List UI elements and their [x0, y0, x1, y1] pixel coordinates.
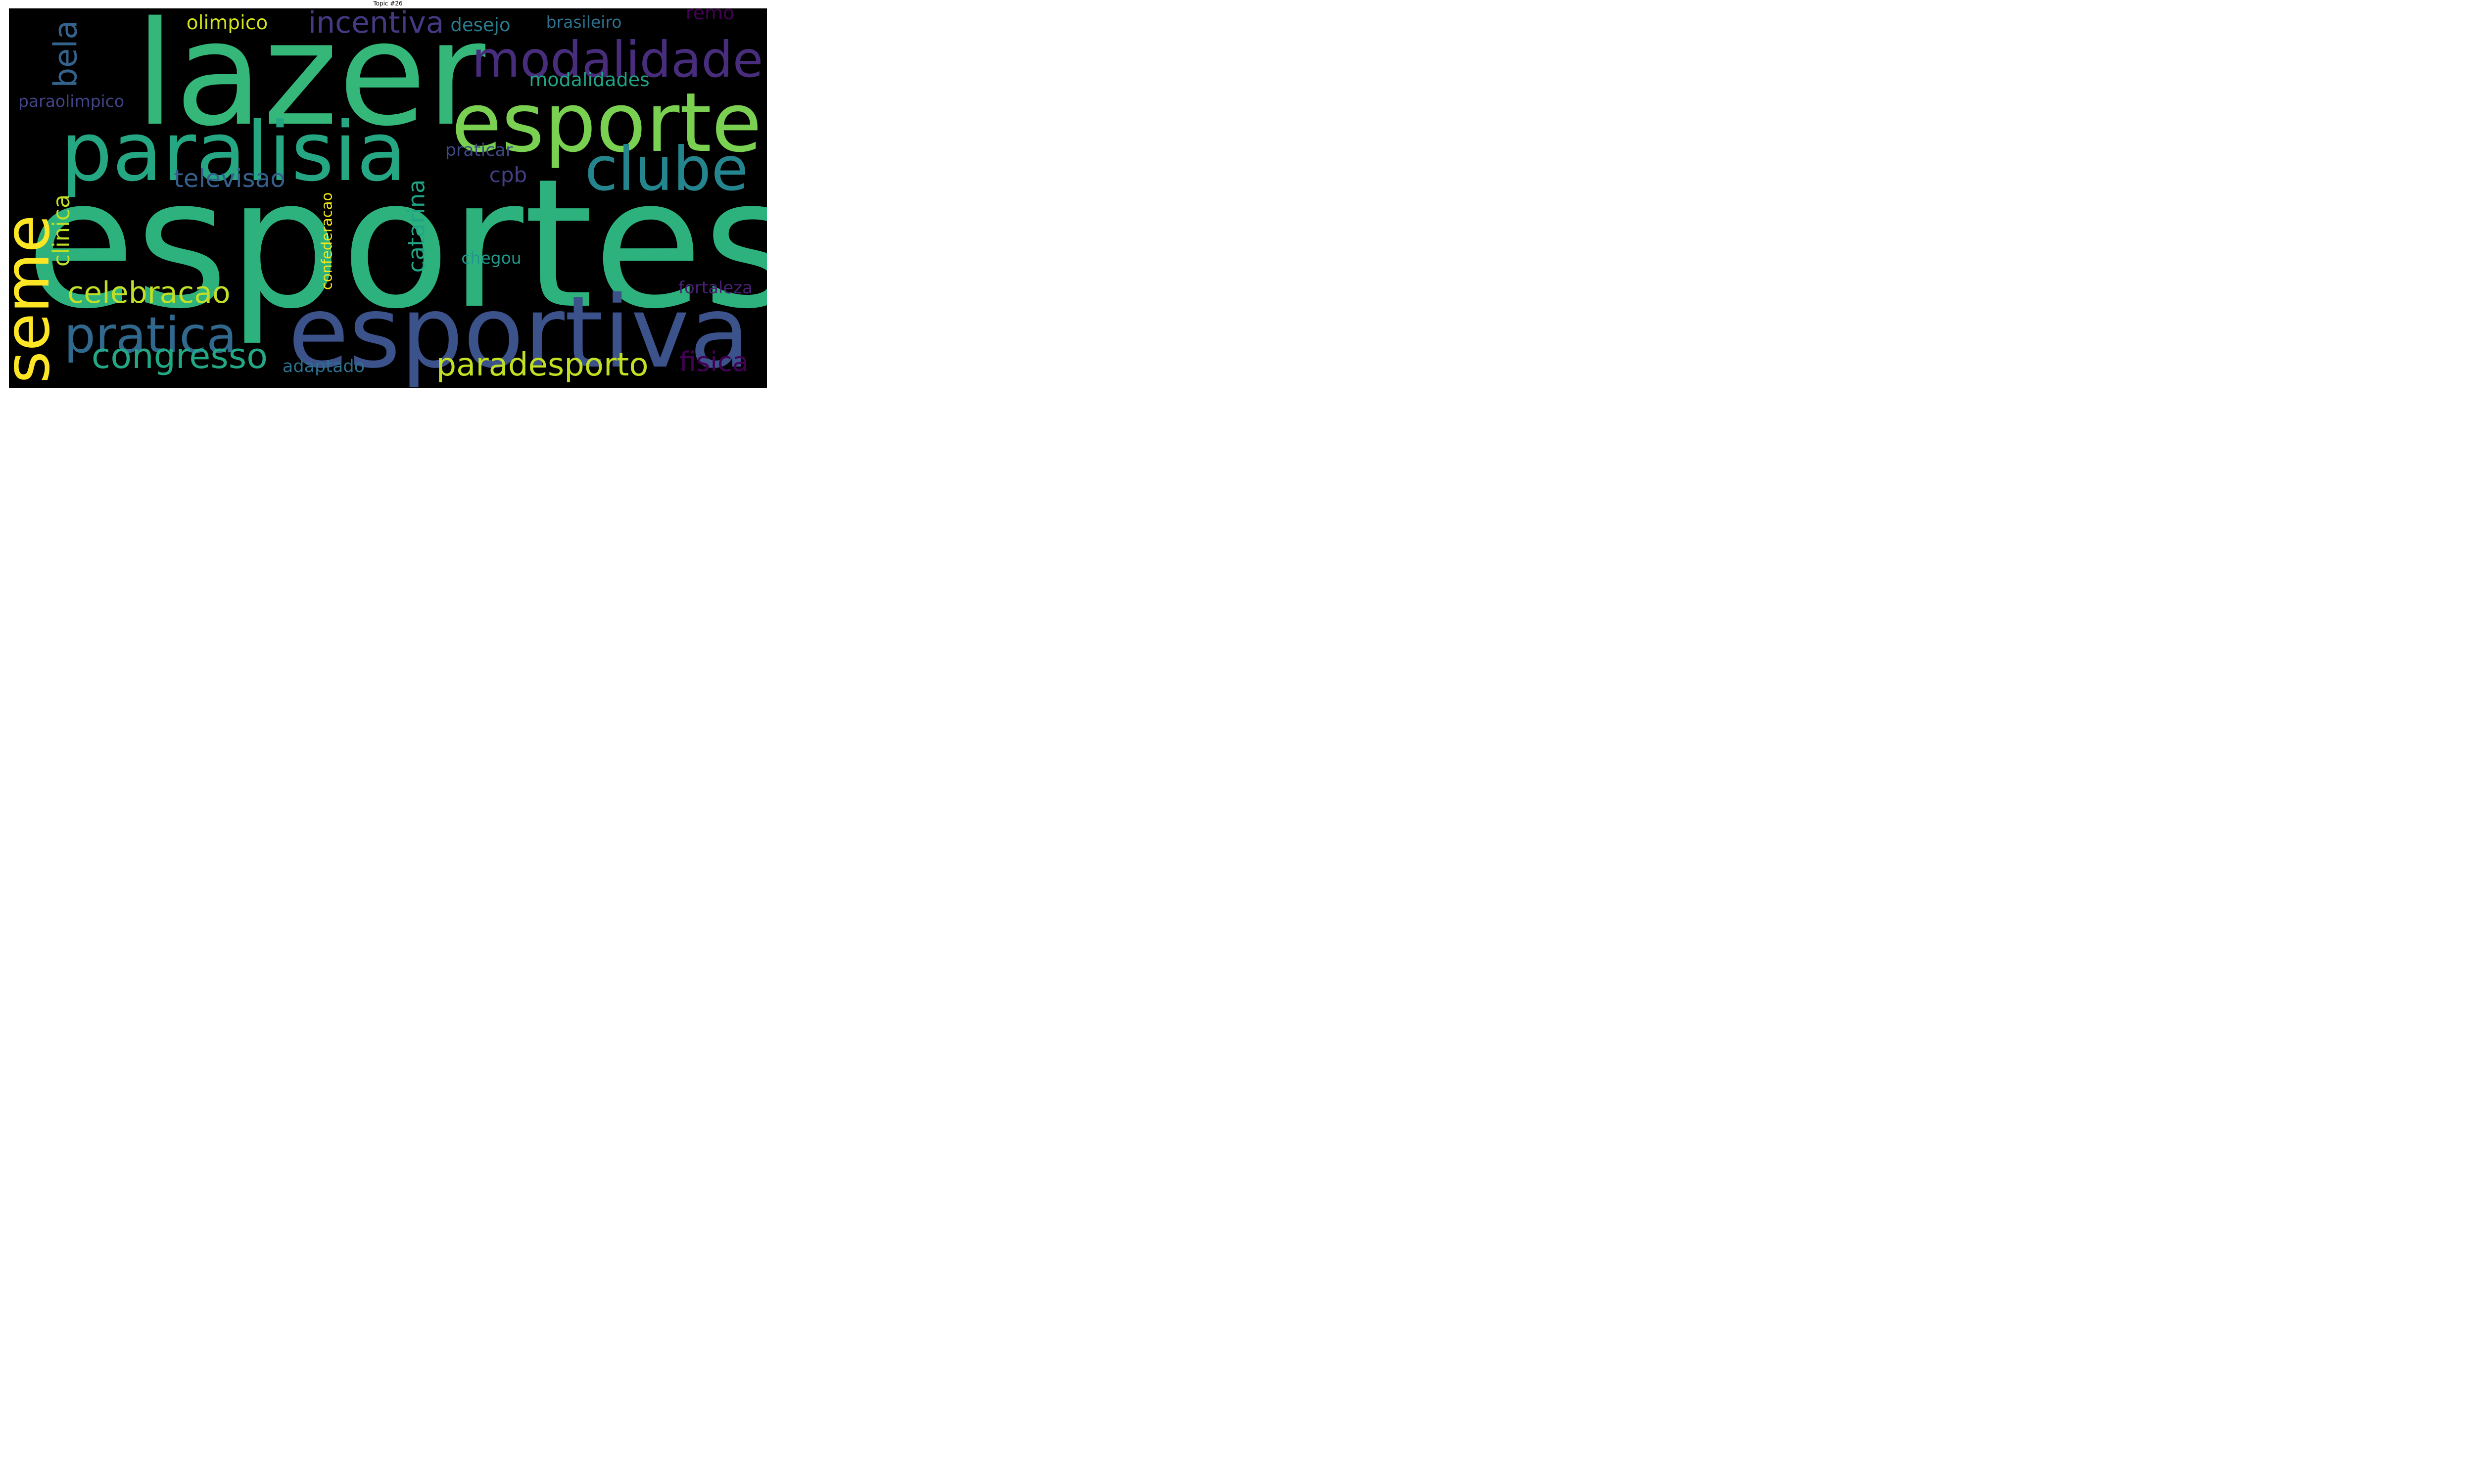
word-clube: clube	[584, 134, 749, 204]
word-confederacao: confederacao	[318, 192, 335, 290]
word-cpb: cpb	[489, 163, 527, 187]
word-esporte: esporte	[451, 75, 762, 170]
word-desejo: desejo	[450, 14, 511, 36]
word-fortaleza: fortaleza	[678, 278, 753, 298]
word-clinica: clinica	[48, 194, 75, 267]
word-incentiva: incentiva	[308, 8, 444, 40]
word-modalidades: modalidades	[529, 69, 650, 91]
word-chegou: chegou	[461, 248, 522, 268]
word-pratica: pratica	[64, 306, 237, 364]
word-esportes: esportes	[25, 140, 767, 348]
word-televisao: televisao	[174, 164, 285, 193]
word-paraolimpico: paraolimpico	[18, 91, 125, 111]
word-fisica: fisica	[679, 346, 749, 377]
figure-title: Topic #26	[373, 0, 403, 7]
word-lazer: lazer	[135, 8, 486, 158]
word-celebracao: celebracao	[67, 276, 231, 310]
word-catarina: catarina	[403, 179, 429, 273]
word-remo: remo	[685, 8, 735, 24]
word-bela: bela	[48, 20, 84, 88]
word-adaptado: adaptado	[282, 356, 365, 376]
word-olimpico: olimpico	[186, 11, 268, 34]
word-praticar: praticar	[445, 140, 513, 160]
word-congresso: congresso	[91, 336, 268, 376]
word-cloud: esportes lazer esportiva paralisia espor…	[9, 8, 767, 388]
word-paradesporto: paradesporto	[436, 347, 649, 383]
word-modalidade: modalidade	[472, 31, 763, 89]
word-brasileiro: brasileiro	[546, 12, 622, 32]
word-esportiva: esportiva	[288, 275, 750, 388]
word-paralisia: paralisia	[60, 104, 407, 199]
